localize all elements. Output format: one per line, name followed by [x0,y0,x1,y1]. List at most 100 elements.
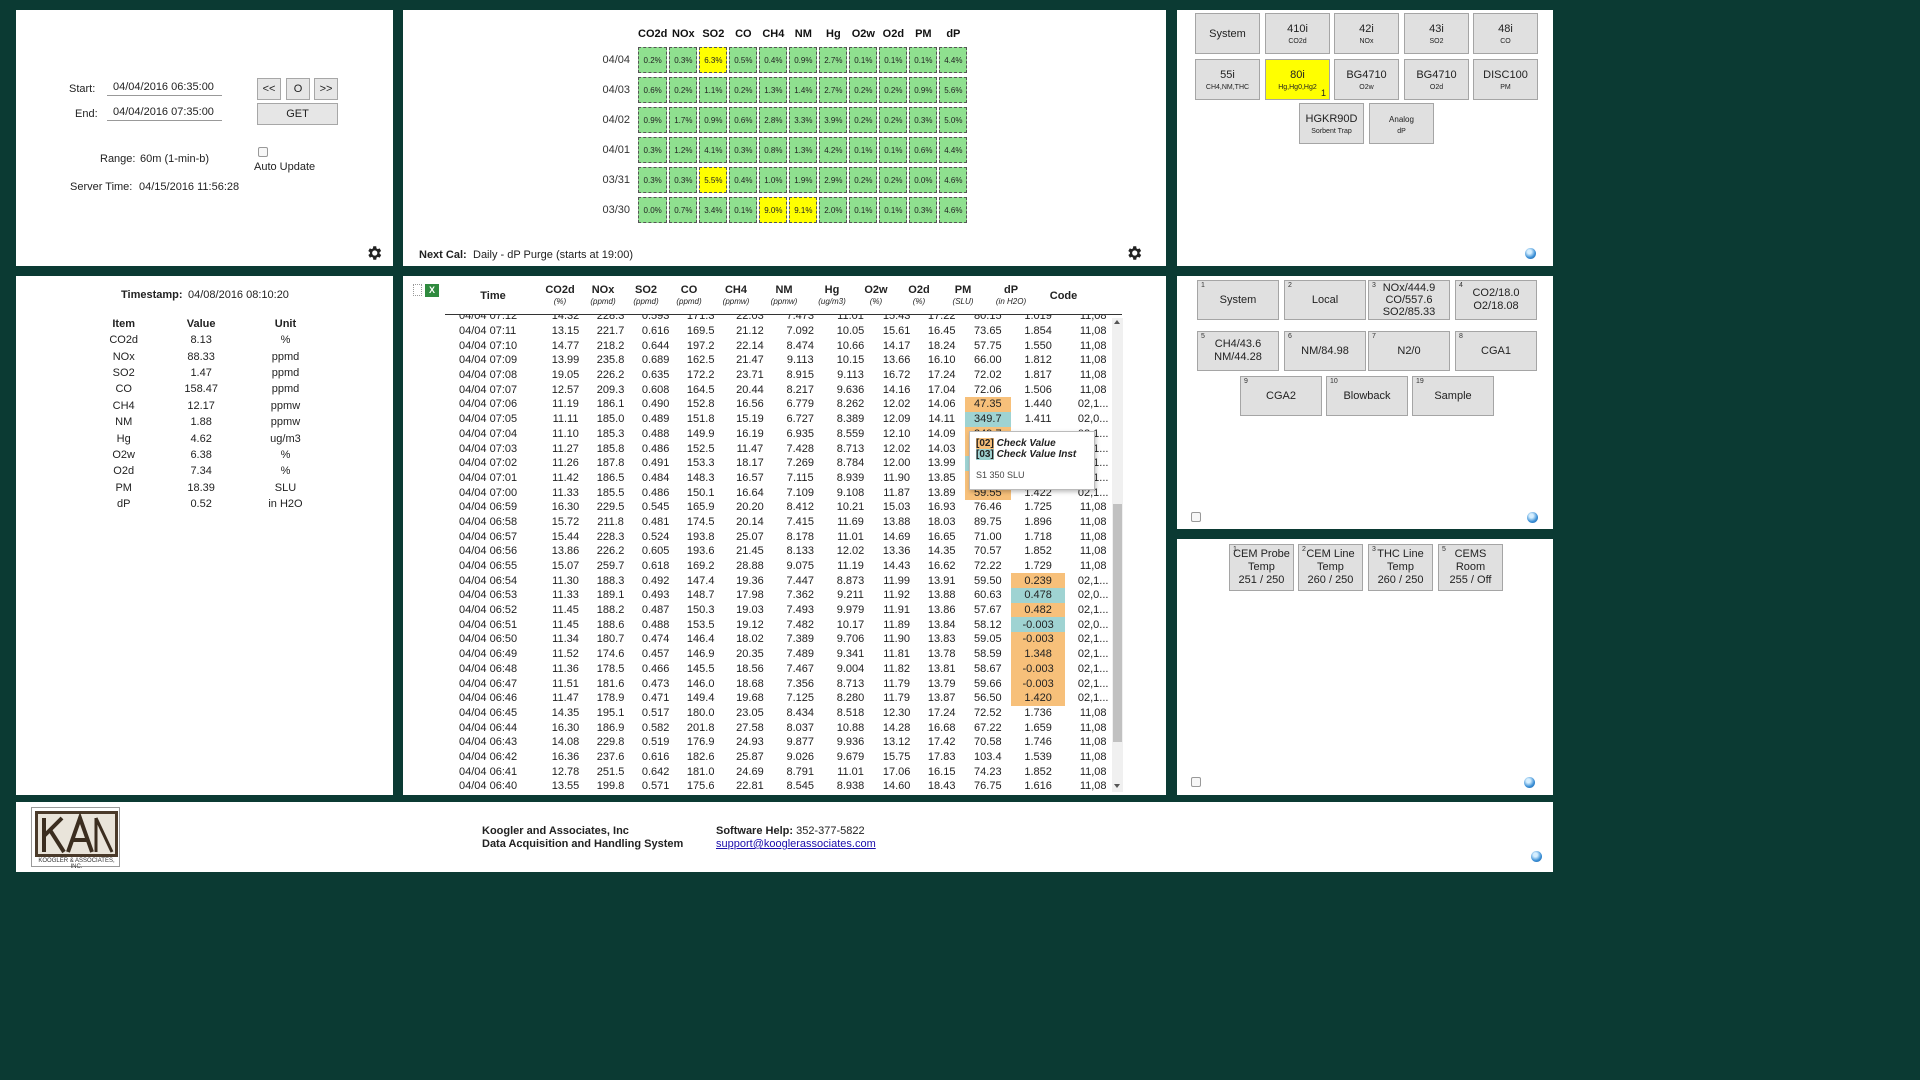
heat-cell[interactable]: 0.1% [879,197,908,223]
heat-cell[interactable]: 0.3% [909,107,938,133]
heat-cell[interactable]: 0.2% [669,77,698,103]
control-button[interactable]: 9 CGA2 [1240,376,1322,416]
control-button[interactable]: 19 Sample [1412,376,1494,416]
heat-cell[interactable]: 0.3% [729,137,758,163]
heat-cell[interactable]: 4.6% [939,167,968,193]
heat-cell[interactable]: 0.9% [699,107,728,133]
control-button[interactable]: 7 N2/0 [1368,331,1450,371]
heat-cell[interactable]: 4.4% [939,47,968,73]
data-row[interactable]: 04/04 06:47 11.51 181.6 0.473 146.0 18.68 7.35… [445,676,1121,691]
data-row[interactable]: 04/04 07:10 14.77 218.2 0.644 197.2 22.14 8.47… [445,338,1121,353]
heat-cell[interactable]: 0.8% [759,137,788,163]
auto-update-checkbox[interactable] [258,147,268,157]
heat-cell[interactable]: 0.3% [638,167,668,193]
heat-cell[interactable]: 0.1% [879,47,908,73]
data-col-header[interactable]: SO2 (ppmd) [627,284,665,308]
vertical-scrollbar[interactable] [1112,318,1123,792]
controls-checkbox[interactable] [1191,512,1201,522]
control-button[interactable]: 10 Blowback [1326,376,1408,416]
previous-range-button[interactable]: << [257,78,281,100]
control-button[interactable]: 1 System [1197,280,1279,320]
heat-cell[interactable]: 0.2% [729,77,758,103]
instrument-button[interactable]: 43i SO2 [1404,13,1469,54]
heat-cell[interactable]: 4.1% [699,137,728,163]
data-col-header[interactable]: CO2d (%) [541,284,579,308]
data-col-header[interactable]: PM (SLU) [941,284,985,308]
heat-cell[interactable]: 0.0% [638,197,668,223]
export-excel-icon[interactable]: X [413,284,443,298]
heat-cell[interactable]: 0.6% [909,137,938,163]
data-col-header[interactable]: O2d (%) [897,284,941,308]
data-row[interactable]: 04/04 07:06 11.19 186.1 0.490 152.8 16.56 6.77… [445,397,1121,412]
heat-cell[interactable]: 0.9% [638,107,668,133]
heat-cell[interactable]: 0.1% [849,197,878,223]
heat-cell[interactable]: 0.7% [669,197,698,223]
data-row[interactable]: 04/04 07:09 13.99 235.8 0.689 162.5 21.47 9.11… [445,353,1121,368]
heat-cell[interactable]: 0.2% [879,167,908,193]
heat-cell[interactable]: 0.2% [849,167,878,193]
heat-cell[interactable]: 0.1% [729,197,758,223]
heat-cell[interactable]: 2.0% [819,197,848,223]
data-row[interactable]: 04/04 06:55 15.07 259.7 0.618 169.2 28.88 9.07… [445,559,1121,574]
scrollbar-thumb[interactable] [1113,504,1122,742]
heat-cell[interactable]: 1.7% [669,107,698,133]
heat-cell[interactable]: 0.1% [909,47,938,73]
data-row[interactable]: 04/04 07:05 11.11 185.0 0.489 151.8 15.19 6.72… [445,411,1121,427]
instrument-button[interactable]: System [1195,13,1260,54]
end-datetime-field[interactable]: 04/04/2016 07:35:00 [107,106,222,121]
heat-cell[interactable]: 9.0% [759,197,788,223]
scroll-up-arrow-icon[interactable] [1114,320,1120,324]
data-row[interactable]: 04/04 06:43 14.08 229.8 0.519 176.9 24.93 9.87… [445,735,1121,750]
temperature-button[interactable]: 5 CEMS Room 255 / Off [1438,544,1503,591]
instrument-button[interactable]: BG4710 O2d [1404,59,1469,100]
heat-cell[interactable]: 0.9% [789,47,818,73]
data-row[interactable]: 04/04 06:50 11.34 180.7 0.474 146.4 18.02 7.38… [445,632,1121,647]
heat-cell[interactable]: 1.4% [789,77,818,103]
support-email-link[interactable]: support@kooglerassociates.com [716,838,876,850]
instrument-button[interactable]: 42i NOx [1334,13,1399,54]
instrument-button[interactable]: Analog dP [1369,103,1434,144]
data-row[interactable]: 04/04 06:51 11.45 188.6 0.488 153.5 19.12 7.48… [445,617,1121,633]
instrument-button[interactable]: 410i CO2d [1265,13,1330,54]
instrument-button[interactable]: 80i Hg,Hg0,Hg2 1 [1265,59,1330,100]
heat-cell[interactable]: 1.3% [789,137,818,163]
heat-cell[interactable]: 0.2% [879,77,908,103]
heat-cell[interactable]: 0.4% [759,47,788,73]
heat-cell[interactable]: 0.3% [669,167,698,193]
heat-cell[interactable]: 1.1% [699,77,728,103]
heat-cell[interactable]: 0.3% [669,47,698,73]
data-row[interactable]: 04/04 07:11 13.15 221.7 0.616 169.5 21.12 7.09… [445,324,1121,339]
data-row[interactable]: 04/04 06:49 11.52 174.6 0.457 146.9 20.35 7.48… [445,646,1121,662]
data-col-header[interactable]: NM (ppmw) [759,284,809,308]
control-button[interactable]: 2 Local [1284,280,1366,320]
instrument-button[interactable]: DISC100 PM [1473,59,1538,100]
heat-cell[interactable]: 0.5% [729,47,758,73]
heat-cell[interactable]: 2.7% [819,77,848,103]
temperature-button[interactable]: 2 CEM Line Temp 260 / 250 [1298,544,1363,591]
heat-cell[interactable]: 0.6% [638,77,668,103]
heat-cell[interactable]: 0.2% [638,47,668,73]
data-row[interactable]: 04/04 06:58 15.72 211.8 0.481 174.5 20.14 7.41… [445,515,1121,530]
heat-cell[interactable]: 0.3% [638,137,668,163]
data-col-header[interactable]: NOx (ppmd) [579,284,627,308]
heat-cell[interactable]: 1.3% [759,77,788,103]
temperatures-checkbox[interactable] [1191,777,1201,787]
data-row[interactable]: 04/04 07:07 12.57 209.3 0.608 164.5 20.44 8.21… [445,382,1121,397]
data-row[interactable]: 04/04 06:45 14.35 195.1 0.517 180.0 23.05 8.43… [445,706,1121,721]
heat-cell[interactable]: 5.5% [699,167,728,193]
heat-cell[interactable]: 0.1% [849,137,878,163]
heat-cell[interactable]: 0.0% [909,167,938,193]
data-row[interactable]: 04/04 06:57 15.44 228.3 0.524 193.8 25.07 8.17… [445,529,1121,544]
heat-cell[interactable]: 2.9% [819,167,848,193]
data-col-header[interactable]: Time [445,290,541,302]
heat-cell[interactable]: 1.2% [669,137,698,163]
heat-cell[interactable]: 5.6% [939,77,968,103]
heat-cell[interactable]: 1.0% [759,167,788,193]
heat-cell[interactable]: 4.2% [819,137,848,163]
data-row[interactable]: 04/04 06:46 11.47 178.9 0.471 149.4 19.68 7.12… [445,690,1121,706]
heat-cell[interactable]: 0.2% [879,107,908,133]
data-row[interactable]: 04/04 06:40 13.55 199.8 0.571 175.6 22.81 8.54… [445,779,1121,793]
data-col-header[interactable]: CO (ppmd) [665,284,713,308]
data-row[interactable]: 04/04 06:44 16.30 186.9 0.582 201.8 27.58 8.03… [445,720,1121,735]
heat-cell[interactable]: 4.4% [939,137,968,163]
